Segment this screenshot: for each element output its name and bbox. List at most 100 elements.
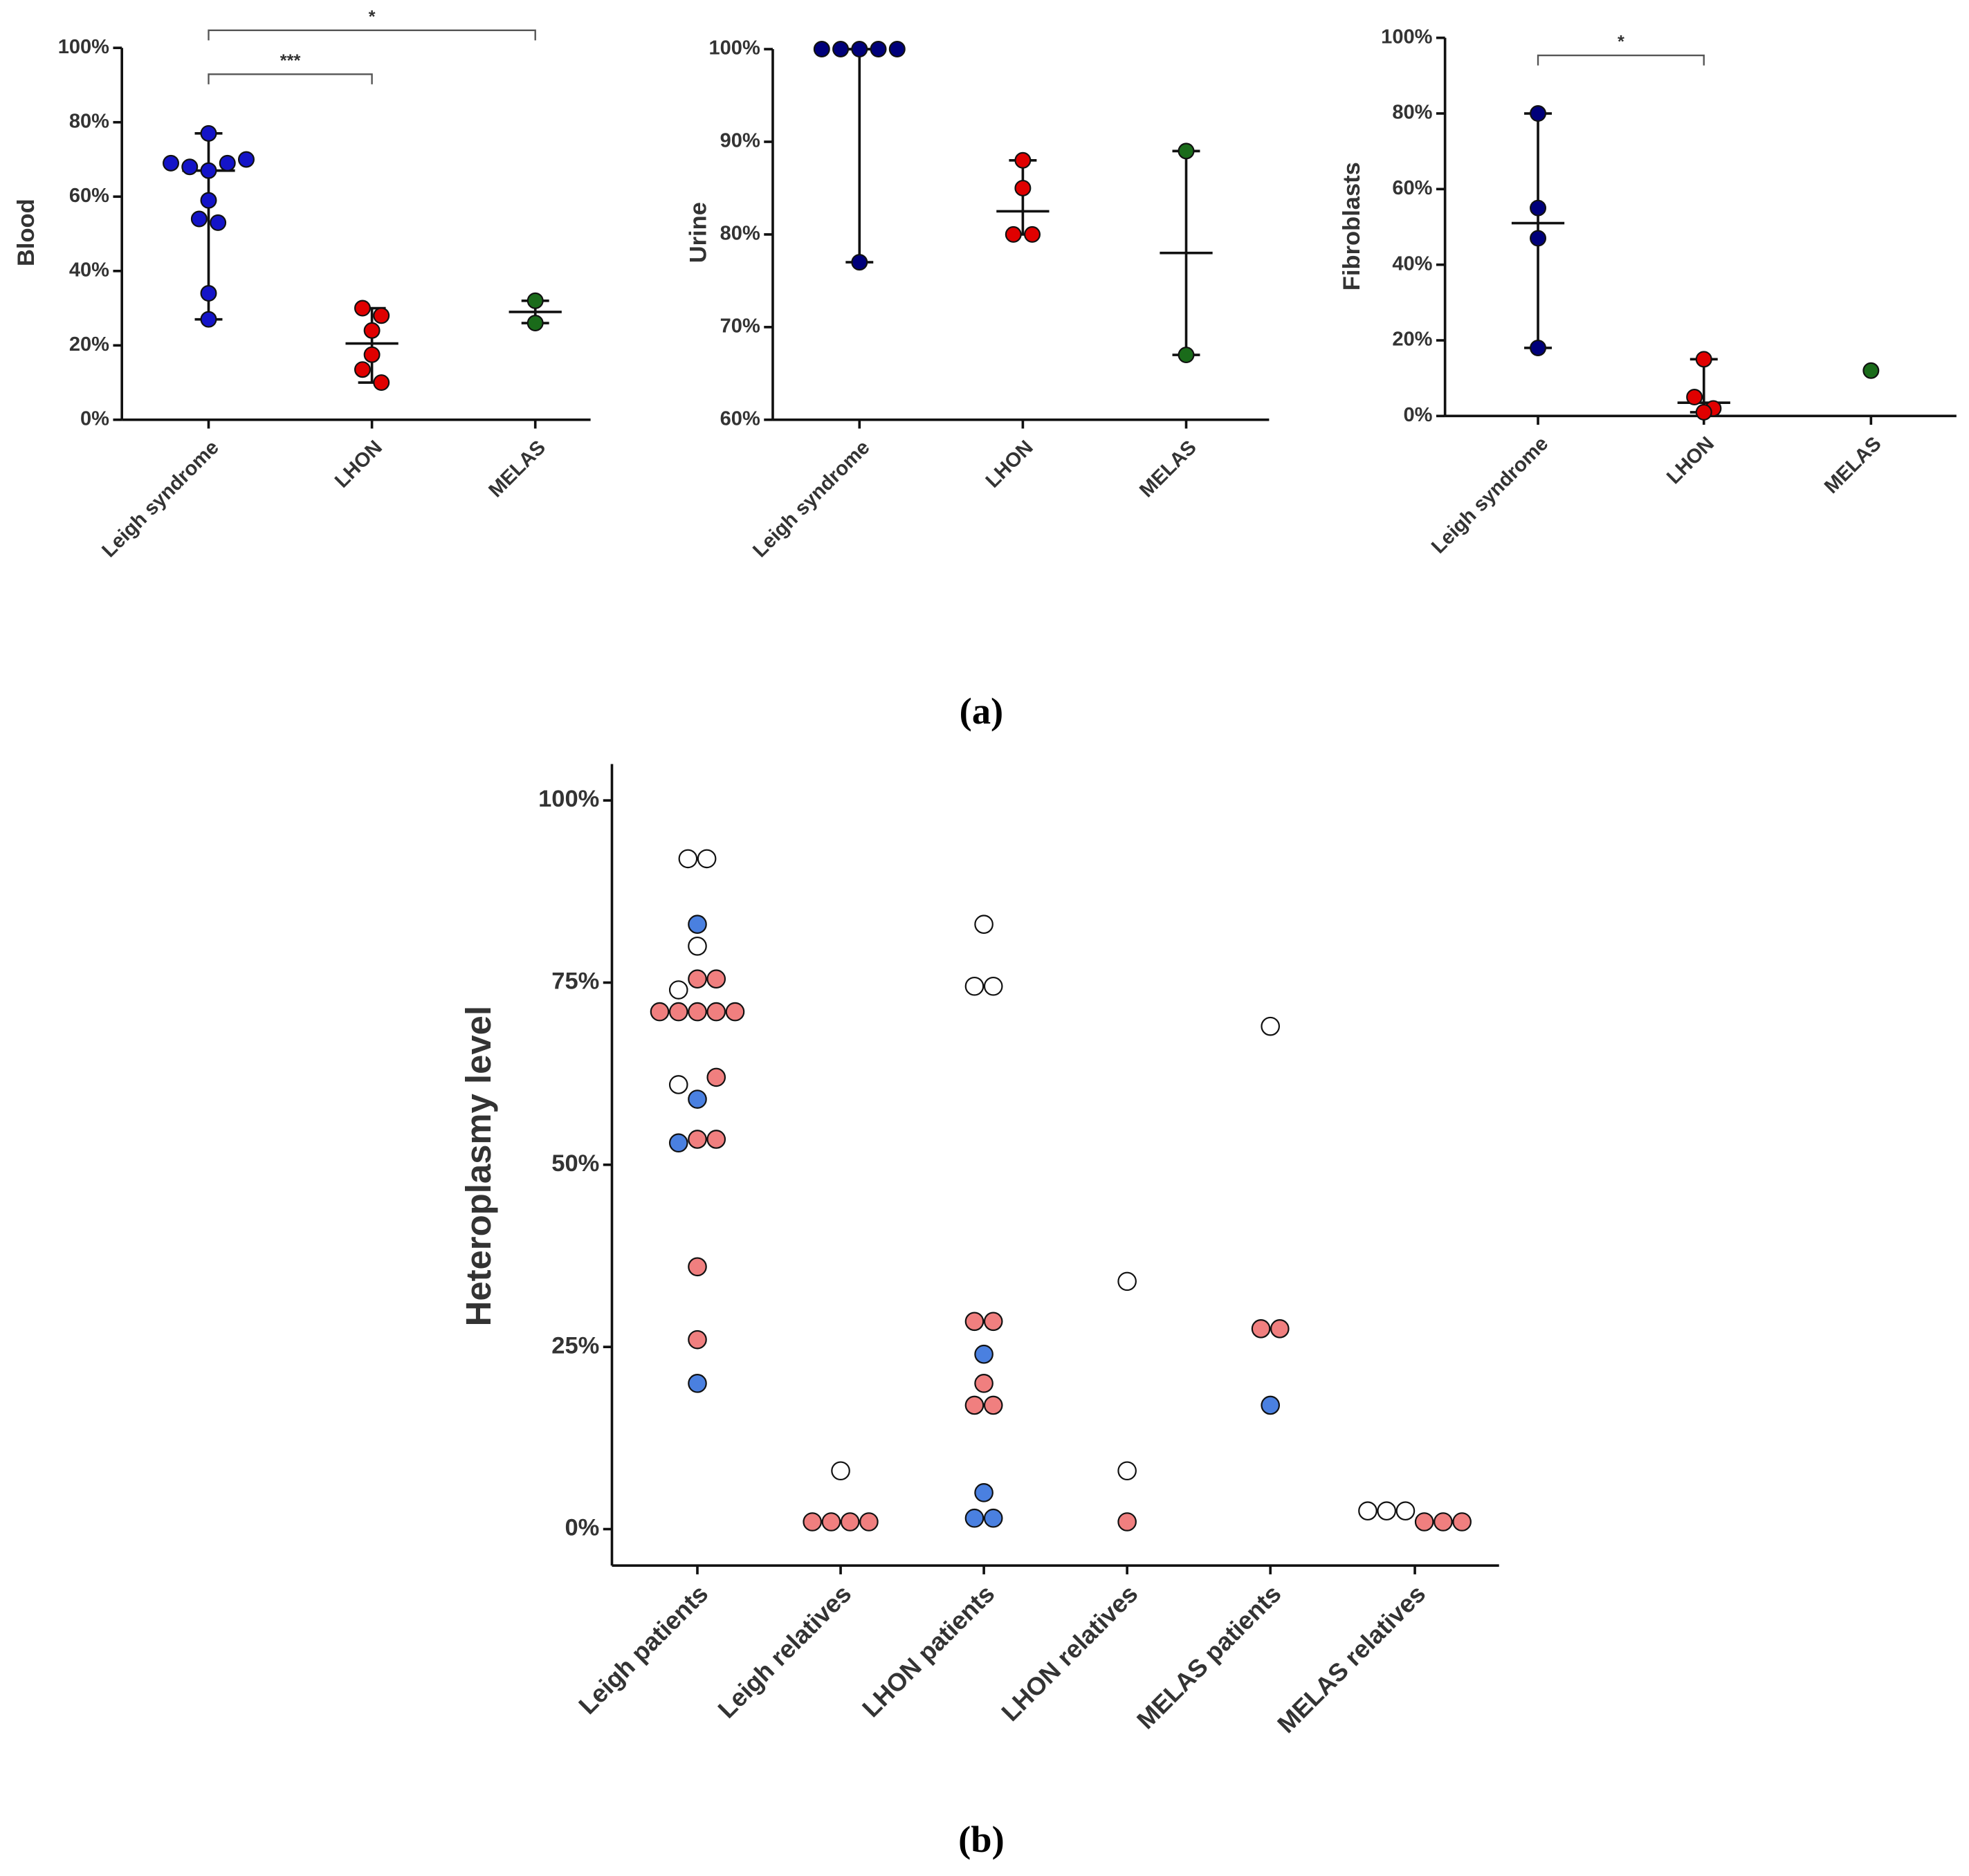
y-axis-label: Urine [686,202,712,263]
data-point [706,1002,726,1022]
y-tick-label: 20% [69,333,109,356]
y-tick-label: 60% [720,407,760,430]
y-tick-label: 100% [1381,26,1432,48]
data-point [1695,403,1712,421]
data-point [725,1002,745,1022]
x-tick-label: LHON relatives [996,1579,1143,1727]
data-point [888,41,906,58]
panel-label: (a) [960,690,1004,732]
data-point [1686,389,1703,406]
data-point [668,1075,688,1094]
data-point [668,980,688,1000]
data-point [163,154,179,172]
data-point [964,976,984,996]
data-point [1452,1512,1472,1532]
data-point [1117,1512,1137,1532]
panel-label: (b) [958,1818,1005,1860]
data-point [200,285,217,302]
data-point [840,1512,860,1532]
x-tick-label: LHON [331,436,387,493]
data-point [832,41,850,58]
y-tick-label: 60% [69,185,109,207]
data-point [1251,1319,1271,1339]
data-point [688,969,707,989]
y-tick-label: 90% [720,130,760,152]
data-point [859,1512,879,1532]
data-point [363,322,381,339]
data-point [1530,230,1547,247]
data-point [200,192,217,209]
data-point [851,254,868,271]
significance-label: * [369,7,376,26]
y-axis-label: Fibroblasts [1339,162,1365,291]
data-point [1530,199,1547,217]
data-point [697,849,717,869]
data-point [1530,105,1547,122]
data-point [974,1483,993,1502]
data-point [831,1461,850,1481]
y-tick-label: 80% [69,110,109,132]
data-point [964,1395,984,1415]
data-point [688,1089,707,1109]
significance-bracket [208,29,536,41]
data-point [1862,362,1880,379]
data-point [668,1133,688,1153]
x-tick-label: LHON patients [857,1579,1000,1722]
data-point [181,158,199,176]
data-point [688,1130,707,1149]
data-point [983,1312,1003,1332]
data-point [1414,1512,1434,1532]
data-point [983,976,1003,996]
y-tick-label: 0% [1403,404,1432,426]
data-point [851,41,868,58]
data-point [219,154,236,172]
x-tick-label: Leigh patients [573,1579,713,1720]
x-tick-label: Leigh syndrome [98,436,223,562]
data-point [688,1257,707,1277]
y-tick-label: 0% [80,407,109,430]
y-tick-label: 100% [58,36,109,58]
data-point [813,41,830,58]
x-tick-label: Leigh relatives [713,1579,857,1724]
data-point [688,937,707,956]
data-point [1395,1501,1416,1520]
x-tick-label: MELAS relatives [1272,1579,1431,1738]
data-point [1014,151,1032,169]
data-point [373,307,390,324]
x-tick-label: MELAS [484,436,550,502]
significance-label: *** [280,51,301,71]
data-point [1270,1319,1290,1339]
y-tick-label: 50% [551,1150,599,1177]
x-tick-label: LHON [982,436,1038,493]
data-point [650,1002,670,1022]
data-point [1377,1501,1396,1520]
data-point [1178,347,1195,364]
data-point [974,1344,993,1364]
data-point [354,361,371,378]
data-point [803,1512,822,1532]
data-point [526,292,544,309]
data-point [974,1374,993,1393]
y-tick-label: 80% [720,223,760,245]
data-point [1117,1271,1137,1291]
data-point [821,1512,841,1532]
data-point [200,311,217,328]
y-tick-label: 40% [69,259,109,281]
data-point [1178,142,1195,160]
data-point [526,315,544,332]
y-tick-label: 100% [538,786,599,812]
data-point [1005,226,1022,243]
y-axis-label: Blood [13,199,39,266]
data-point [706,1130,726,1149]
y-tick-label: 75% [551,968,599,995]
data-point [964,1508,984,1528]
y-tick-label: 80% [1392,102,1432,124]
data-point [1261,1395,1280,1415]
data-point [964,1312,984,1332]
data-point [363,346,381,363]
data-point [1530,339,1547,356]
data-point [706,1067,726,1087]
data-point [688,914,707,935]
data-point [688,1330,707,1350]
